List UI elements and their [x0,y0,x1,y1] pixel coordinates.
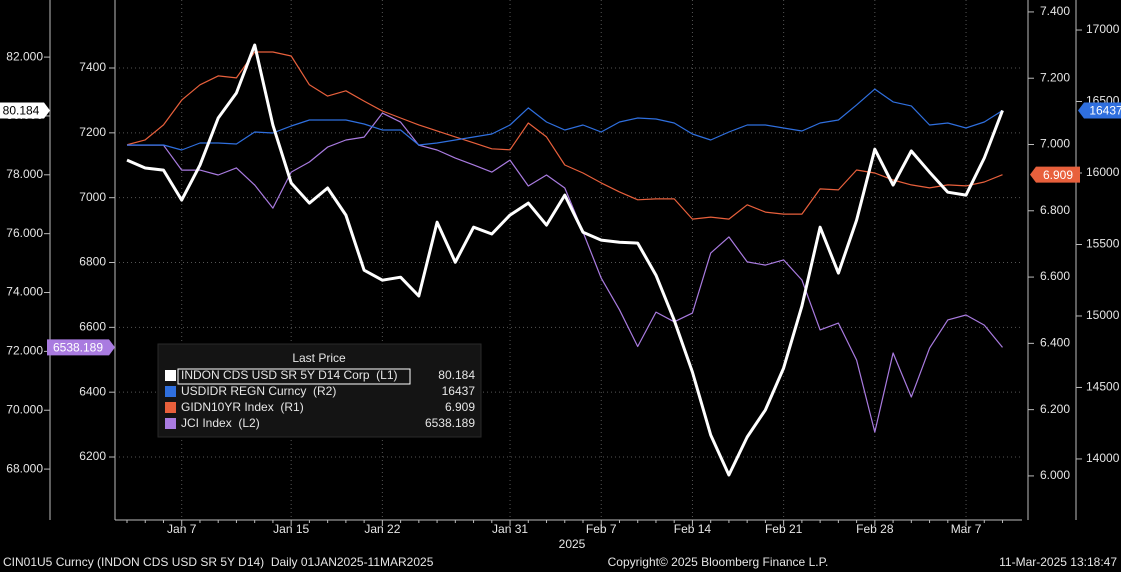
legend-box [157,343,482,438]
y-tick-label: 7000 [79,190,106,204]
x-tick-label: Feb 28 [856,522,894,536]
y-tick-label: 68.000 [6,461,43,475]
y-tick-label: 6.000 [1040,468,1070,482]
y-tick-label: 6.200 [1040,402,1070,416]
y-tick-label: 82.000 [6,49,43,63]
legend-value: 6538.189 [425,416,475,430]
y-tick-label: 6.800 [1040,203,1070,217]
y-tick-label: 15000 [1086,308,1120,322]
y-tick-label: 16000 [1086,165,1120,179]
last-value-tag [0,102,50,119]
y-tick-label: 76.000 [6,226,43,240]
y-tick-label: 17000 [1086,22,1120,36]
legend-label: JCI Index (L2) [181,416,260,430]
y-tick-label: 6.600 [1040,269,1070,283]
legend-swatch [165,402,176,413]
y-tick-label: 6.400 [1040,336,1070,350]
footer-center: Copyright© 2025 Bloomberg Finance L.P. [608,555,829,569]
y-tick-label: 7200 [79,125,106,139]
y-tick-label: 6400 [79,384,106,398]
y-tick-label: 74.000 [6,285,43,299]
y-tick-label: 7.000 [1040,137,1070,151]
last-value-tag [1078,102,1121,119]
last-value-label: 16437 [1089,104,1121,118]
legend-title: Last Price [292,351,346,365]
legend-swatch [165,386,176,397]
footer-right: 11-Mar-2025 13:18:47 [999,555,1117,569]
y-tick-label: 6200 [79,449,106,463]
y-tick-label: 14500 [1086,380,1120,394]
footer-left: CIN01U5 Curncy (INDON CDS USD SR 5Y D14)… [3,555,434,569]
series-line [126,51,1003,220]
last-value-tag [1030,166,1080,183]
x-tick-label: Feb 21 [765,522,803,536]
x-tick-label: Jan 7 [167,522,197,536]
y-tick-label: 7.200 [1040,70,1070,84]
series-line [127,88,1003,151]
last-value-tag [47,339,115,356]
legend-swatch [165,370,176,381]
y-tick-label: 6600 [79,320,106,334]
legend-value: 6.909 [445,400,475,414]
y-tick-label: 78.000 [6,167,43,181]
x-tick-label: Jan 15 [273,522,309,536]
y-tick-label: 72.000 [6,344,43,358]
x-tick-label: Jan 22 [364,522,400,536]
y-tick-label: 70.000 [6,402,43,416]
legend-label: USDIDR REGN Curncy (R2) [181,384,336,398]
legend-swatch [165,418,176,429]
series-line [126,43,1004,477]
y-tick-label: 15500 [1086,237,1120,251]
legend-label: GIDN10YR Index (R1) [181,400,304,414]
x-axis-label: 2025 [559,537,586,551]
last-value-label: 80.184 [3,104,40,118]
x-tick-label: Jan 31 [492,522,528,536]
y-tick-label: 6800 [79,255,106,269]
y-tick-label: 7.400 [1040,4,1070,18]
y-tick-label: 14000 [1086,451,1120,465]
legend-highlight [177,368,411,385]
legend-value: 16437 [442,384,476,398]
last-value-label: 6.909 [1043,168,1073,182]
y-tick-label: 7400 [79,60,106,74]
x-tick-label: Feb 7 [586,522,617,536]
x-tick-label: Mar 7 [951,522,982,536]
last-value-label: 6538.189 [53,341,103,355]
x-tick-label: Feb 14 [674,522,712,536]
legend-value: 80.184 [438,368,475,382]
legend-label: INDON CDS USD SR 5Y D14 Corp (L1) [181,368,398,382]
series-line [127,112,1003,433]
